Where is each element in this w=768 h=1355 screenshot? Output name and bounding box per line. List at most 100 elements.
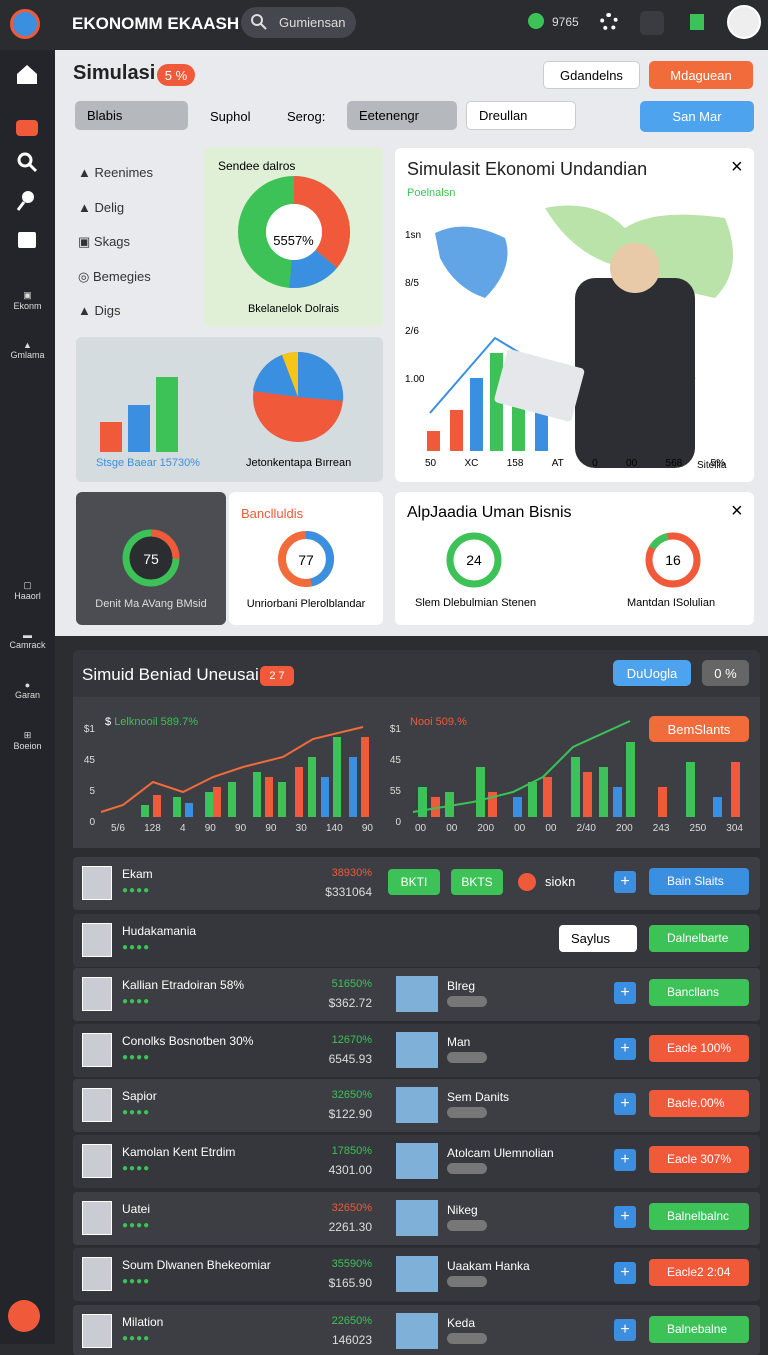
button[interactable]: 0 % xyxy=(702,660,749,686)
nav-item[interactable]: ⊞ Boeion xyxy=(13,730,42,751)
panel-title: Simulasit Ekonomi Undandian xyxy=(407,159,648,179)
ring xyxy=(645,532,701,588)
title-badge: 5 % xyxy=(157,64,195,86)
item-tag xyxy=(447,1163,487,1174)
row: Sapior ●●●● 32650% $122.90 Sem Danits + Bacle.… xyxy=(73,1079,760,1132)
x-label: 140 xyxy=(325,823,343,834)
item-name: Sem Danits xyxy=(447,1090,510,1104)
nav-item[interactable]: ▢ Haaorl xyxy=(14,580,41,601)
x-label: 200 xyxy=(477,823,495,834)
action-button[interactable]: Balnelbalnc xyxy=(649,1203,749,1230)
row: Kamolan Kent Etrdim ●●●● 17850% 4301.00 Atol… xyxy=(73,1135,760,1188)
add-button[interactable]: + xyxy=(614,982,636,1004)
add-button[interactable]: + xyxy=(614,1206,636,1228)
y-label: $1 xyxy=(389,724,401,735)
x-label: 158 xyxy=(506,458,524,469)
add-button[interactable]: + xyxy=(614,871,636,893)
y-label: 0 xyxy=(395,817,401,828)
item-tag xyxy=(447,1107,487,1118)
select[interactable]: Eetenengr xyxy=(347,101,457,130)
ring-value: 77 xyxy=(298,552,314,568)
tool-icon[interactable] xyxy=(640,11,664,35)
x-label: 5/6 xyxy=(111,823,125,834)
settings-icon[interactable] xyxy=(600,13,618,31)
stat-icon xyxy=(528,13,544,29)
status: siokn xyxy=(545,874,576,889)
row-name: Ekam xyxy=(122,867,153,881)
avatar[interactable] xyxy=(727,5,761,39)
item-image xyxy=(396,1200,438,1236)
close-button[interactable]: × xyxy=(731,156,743,178)
action-button[interactable]: Bacle.00% xyxy=(649,1090,749,1117)
x-label: 5% xyxy=(710,458,725,469)
menu-item[interactable]: ◎ Bemegies xyxy=(78,268,151,284)
item-name: Blreg xyxy=(447,979,476,993)
button[interactable]: Gdandelns xyxy=(543,61,640,89)
card-title: AlpJaadia Uman Bisnis xyxy=(407,504,572,521)
item-name: Uaakam Hanka xyxy=(447,1259,530,1273)
row-name: Milation xyxy=(122,1315,164,1329)
figure-label: Sitellia xyxy=(697,460,727,471)
menu-item[interactable]: ▣ Skags xyxy=(78,234,131,249)
button[interactable]: DuUogla xyxy=(613,660,691,686)
x-label: XC xyxy=(464,458,479,469)
avatar xyxy=(82,1033,112,1067)
nav-item[interactable]: ▲ Gmlama xyxy=(10,340,45,360)
add-button[interactable]: + xyxy=(614,1262,636,1284)
add-button[interactable]: + xyxy=(614,1319,636,1341)
close-button[interactable]: × xyxy=(731,500,743,522)
menu: ▲ Reenimes ▲ Delig ▣ Skags ◎ Bemegies ▲ … xyxy=(78,156,153,329)
menu-item[interactable]: ▲ Reenimes xyxy=(78,165,154,180)
bar-illustration xyxy=(100,377,178,452)
action-button[interactable]: Eacle 307% xyxy=(649,1146,749,1173)
row-amount: 146023 xyxy=(331,1333,372,1347)
logo[interactable]: EKONOMM EKAASH xyxy=(72,14,240,33)
nav-item[interactable]: ● Garan xyxy=(14,680,40,700)
row-amount: $122.90 xyxy=(328,1107,372,1121)
card-caption: Bkelanelok Dolrais xyxy=(247,303,340,315)
x-label: 00 xyxy=(415,823,427,834)
y-label: 2/6 xyxy=(405,326,419,337)
menu-item[interactable]: ▲ Digs xyxy=(78,303,121,318)
card-title: Banclluldis xyxy=(241,506,304,521)
card-caption: Unriorbani Plerolblandar xyxy=(246,598,366,610)
card-caption: Mantdan ISolulian xyxy=(627,597,716,609)
card-caption: Stsge Baear 15730% xyxy=(96,457,200,469)
action-button[interactable]: Balnebalne xyxy=(649,1316,749,1343)
select[interactable]: Blabis xyxy=(75,101,188,130)
avatar xyxy=(82,1144,112,1178)
option-button[interactable]: Saylus xyxy=(559,925,637,952)
menu-item[interactable]: ▲ Delig xyxy=(78,199,125,215)
action-button[interactable]: Eacle2 2:04 xyxy=(649,1259,749,1286)
menu-label: Skags xyxy=(93,234,131,249)
row-amount: 6545.93 xyxy=(328,1052,372,1066)
select[interactable]: Dreullan xyxy=(466,101,576,130)
fab[interactable] xyxy=(8,1300,40,1332)
chip[interactable]: BKTI xyxy=(388,869,440,895)
small-card: Banclluldis 77 Unriorbani Plerolblandar xyxy=(229,492,383,625)
button[interactable]: Mdaguean xyxy=(649,61,753,89)
y-label: $1 xyxy=(83,724,95,735)
nav-item[interactable]: ▬ Camrack xyxy=(9,630,46,650)
x-labels: 5/6 128 4 90 90 90 30 140 90 xyxy=(111,823,373,834)
item-tag xyxy=(447,1333,487,1344)
chip[interactable]: BKTS xyxy=(451,869,503,895)
action-button[interactable]: Bain Slaits xyxy=(649,868,749,895)
row-name: Kamolan Kent Etrdim xyxy=(122,1145,236,1159)
nav-item[interactable]: ▣ Ekonm xyxy=(13,290,42,311)
search[interactable]: Gumiensan xyxy=(241,7,356,38)
button[interactable]: BemSlants xyxy=(649,716,749,742)
notify-icon[interactable] xyxy=(690,14,704,30)
sidebar-icons[interactable] xyxy=(14,62,40,262)
action-button[interactable]: Bancllans xyxy=(649,979,749,1006)
logo-icon[interactable] xyxy=(10,9,40,39)
small-card: AlpJaadia Uman Bisnis × 24 Slem Dlebulmi… xyxy=(395,492,754,625)
action-button[interactable]: Dalnelbarte xyxy=(649,925,749,952)
action-button[interactable]: Eacle 100% xyxy=(649,1035,749,1062)
x-label: 568 xyxy=(665,458,683,469)
rating: ●●●● xyxy=(122,942,151,953)
add-button[interactable]: + xyxy=(614,1038,636,1060)
add-button[interactable]: + xyxy=(614,1149,636,1171)
select[interactable]: San Mar xyxy=(640,101,754,132)
add-button[interactable]: + xyxy=(614,1093,636,1115)
